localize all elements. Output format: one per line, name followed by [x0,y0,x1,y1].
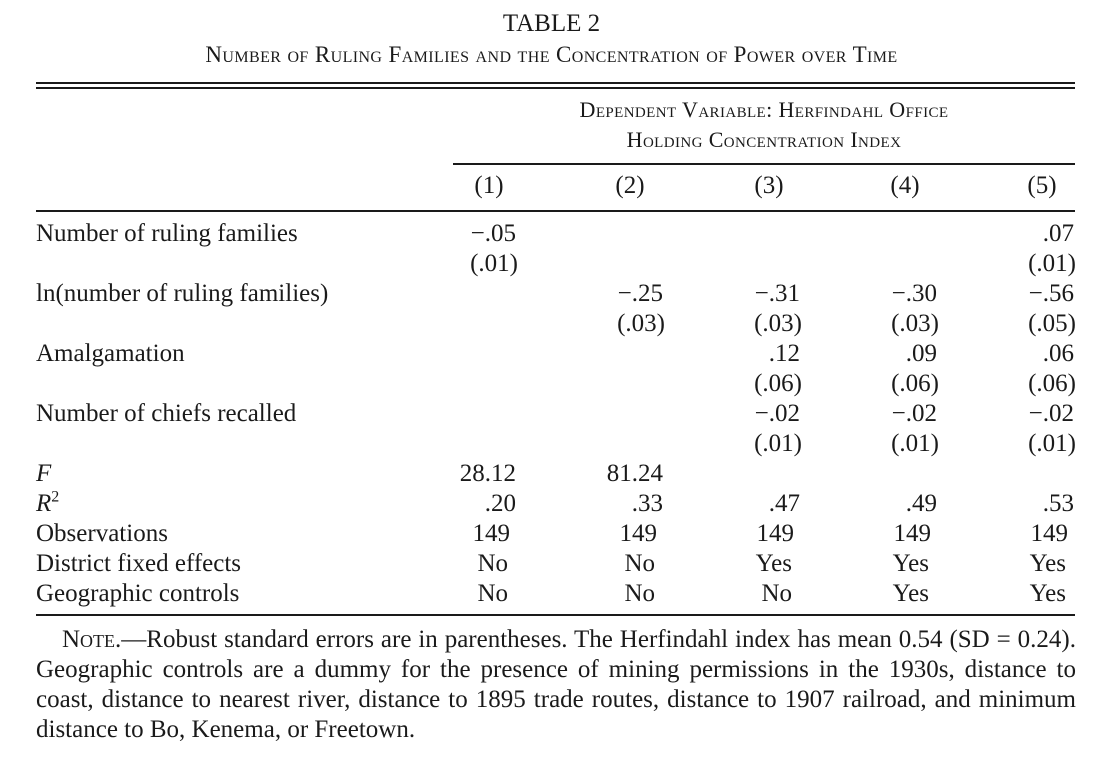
column-header: (3) [754,172,784,199]
observations-cell: 149 [1030,520,1069,547]
top-rule-2 [36,87,1075,89]
observations-cell: 149 [756,520,795,547]
r-squared-superscript: 2 [51,488,60,506]
observations-cell: 149 [619,520,658,547]
f-stat-cell: 28.12 [459,460,516,487]
district-fixed-effects-cell: No [477,550,508,577]
row-label: Number of chiefs recalled [36,400,297,427]
row-label: ln(number of ruling families) [36,280,329,307]
observations-label: Observations [36,520,168,547]
standard-error-cell: (.03) [617,310,665,337]
coefficient-cell: −.30 [891,280,937,307]
note-head: Note. [62,626,122,653]
table-title: Number of Ruling Families and the Concen… [205,42,898,67]
standard-error-cell: (.01) [470,250,518,277]
coefficient-cell: .12 [768,340,800,367]
district-fixed-effects-cell: Yes [755,550,792,577]
coefficient-cell: −.56 [1028,280,1074,307]
r-squared-cell: .53 [1042,490,1074,517]
standard-error-cell: (.06) [1028,370,1076,397]
coefficient-cell: −.02 [1028,400,1074,427]
column-header: (2) [615,172,645,199]
column-header: (1) [474,172,504,199]
geographic-controls-label: Geographic controls [36,580,240,607]
dependent-variable-line-1: Dependent Variable: Herfindahl Office [579,97,949,122]
district-fixed-effects-cell: No [624,550,655,577]
geographic-controls-cell: No [477,580,508,607]
standard-error-cell: (.01) [754,430,802,457]
district-fixed-effects-label: District fixed effects [36,550,242,577]
row-label: Number of ruling families [36,220,298,247]
r-squared-cell: .20 [484,490,516,517]
standard-error-cell: (.06) [754,370,802,397]
district-fixed-effects-cell: Yes [1029,550,1066,577]
standard-error-cell: (.01) [1028,250,1076,277]
coefficient-cell: −.02 [891,400,937,427]
geographic-controls-cell: No [761,580,792,607]
coefficient-cell: −.05 [470,220,516,247]
r-squared-cell: .49 [905,490,937,517]
standard-error-cell: (.01) [891,430,939,457]
observations-cell: 149 [893,520,932,547]
header-rule [36,210,1075,212]
coefficient-cell: −.25 [617,280,663,307]
r-squared-cell: .47 [768,490,800,517]
standard-error-cell: (.03) [891,310,939,337]
coefficient-cell: .07 [1042,220,1074,247]
f-stat-cell: 81.24 [606,460,663,487]
geographic-controls-cell: No [624,580,655,607]
standard-error-cell: (.05) [1028,310,1076,337]
spanner-rule [453,163,1075,165]
standard-error-cell: (.03) [754,310,802,337]
geographic-controls-cell: Yes [1029,580,1066,607]
note-text: —Robust standard errors are in parenthes… [36,626,1076,743]
table-note: Note.—Robust standard errors are in pare… [36,625,1076,745]
coefficient-cell: −.02 [754,400,800,427]
f-stat-label: F [36,460,52,487]
row-label: Amalgamation [36,340,185,367]
standard-error-cell: (.01) [1028,430,1076,457]
top-rule-1 [36,82,1075,84]
column-header: (5) [1027,172,1057,199]
r-squared-label: R2 [36,488,60,518]
dependent-variable-line-2: Holding Concentration Index [626,127,902,152]
standard-error-cell: (.06) [891,370,939,397]
bottom-rule [36,614,1075,616]
table-number: TABLE 2 [502,10,601,37]
coefficient-cell: −.31 [754,280,800,307]
coefficient-cell: .06 [1042,340,1074,367]
r-squared-cell: .33 [631,490,663,517]
coefficient-cell: .09 [905,340,937,367]
r-squared-symbol: R [36,490,52,517]
district-fixed-effects-cell: Yes [892,550,929,577]
column-header: (4) [890,172,920,199]
geographic-controls-cell: Yes [892,580,929,607]
observations-cell: 149 [472,520,511,547]
